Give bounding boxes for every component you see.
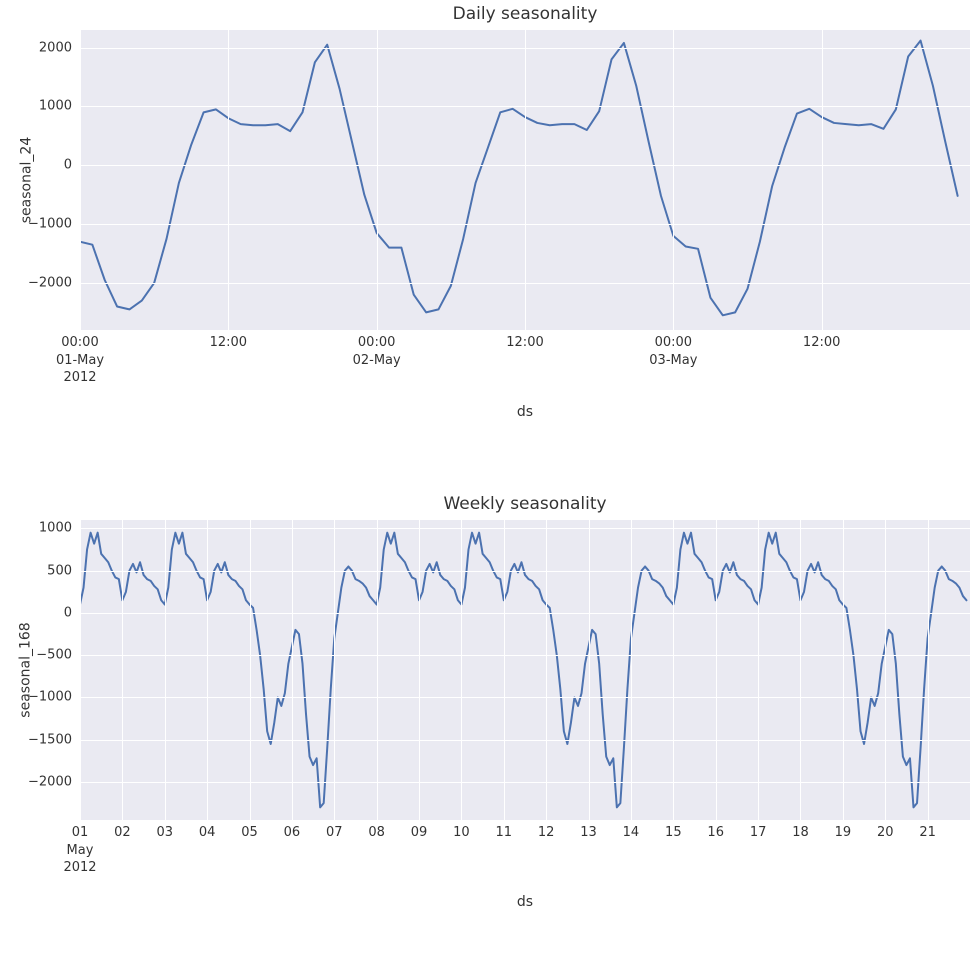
chart-title: Weekly seasonality (80, 494, 970, 514)
gridline (885, 520, 886, 820)
x-tick-label: 17 (750, 824, 767, 842)
x-tick-label: 07 (326, 824, 343, 842)
gridline (80, 782, 970, 783)
x-tick-label: 00:0003-May (649, 334, 697, 369)
x-tick-label: 00:0001-May2012 (56, 334, 104, 387)
gridline (928, 520, 929, 820)
x-tick-label: 12:00 (506, 334, 543, 352)
gridline (334, 520, 335, 820)
x-tick-label: 12:00 (803, 334, 840, 352)
y-tick-label: −2000 (28, 774, 80, 789)
gridline (419, 520, 420, 820)
gridline (589, 520, 590, 820)
gridline (80, 655, 970, 656)
gridline (843, 520, 844, 820)
x-tick-label: 06 (284, 824, 301, 842)
y-tick-label: 1000 (39, 99, 80, 114)
gridline (122, 520, 123, 820)
gridline (504, 520, 505, 820)
gridline (80, 520, 81, 820)
x-tick-label: 04 (199, 824, 216, 842)
gridline (80, 613, 970, 614)
gridline (250, 520, 251, 820)
gridline (525, 30, 526, 330)
gridline (80, 740, 970, 741)
gridline (800, 520, 801, 820)
x-tick-label: 12 (538, 824, 555, 842)
y-tick-label: 1000 (39, 521, 80, 536)
gridline (546, 520, 547, 820)
x-tick-label: 02 (114, 824, 131, 842)
x-tick-label: 03 (156, 824, 173, 842)
x-tick-label: 13 (580, 824, 597, 842)
x-tick-label: 01May2012 (63, 824, 96, 877)
gridline (377, 30, 378, 330)
gridline (822, 30, 823, 330)
y-tick-label: 500 (47, 563, 80, 578)
gridline (673, 520, 674, 820)
x-tick-label: 11 (496, 824, 513, 842)
gridline (377, 520, 378, 820)
y-tick-label: 0 (64, 605, 80, 620)
x-axis-label: ds (80, 404, 970, 420)
gridline (80, 697, 970, 698)
weekly-seasonality-panel: Weekly seasonality seasonal_168 ds −2000… (80, 520, 970, 910)
x-tick-label: 14 (623, 824, 640, 842)
line-series (80, 520, 970, 820)
gridline (673, 30, 674, 330)
x-tick-label: 05 (241, 824, 258, 842)
y-tick-label: −1500 (28, 732, 80, 747)
x-tick-label: 19 (835, 824, 852, 842)
gridline (716, 520, 717, 820)
x-tick-label: 00:0002-May (353, 334, 401, 369)
x-tick-label: 08 (368, 824, 385, 842)
x-tick-label: 09 (411, 824, 428, 842)
gridline (165, 520, 166, 820)
y-tick-label: 0 (64, 158, 80, 173)
y-tick-label: −1000 (28, 690, 80, 705)
plot-area (80, 520, 970, 820)
x-tick-label: 10 (453, 824, 470, 842)
gridline (80, 528, 970, 529)
gridline (228, 30, 229, 330)
gridline (80, 571, 970, 572)
y-tick-label: −2000 (28, 275, 80, 290)
daily-seasonality-panel: Daily seasonality seasonal_24 ds −2000−1… (80, 30, 970, 420)
x-tick-label: 21 (919, 824, 936, 842)
gridline (631, 520, 632, 820)
gridline (758, 520, 759, 820)
chart-title: Daily seasonality (80, 4, 970, 24)
gridline (292, 520, 293, 820)
y-tick-label: −1000 (28, 217, 80, 232)
plot-area (80, 30, 970, 330)
gridline (207, 520, 208, 820)
x-tick-label: 15 (665, 824, 682, 842)
y-tick-label: 2000 (39, 40, 80, 55)
x-axis-label: ds (80, 894, 970, 910)
x-tick-label: 18 (792, 824, 809, 842)
y-tick-label: −500 (36, 648, 80, 663)
gridline (80, 30, 81, 330)
gridline (461, 520, 462, 820)
x-tick-label: 12:00 (210, 334, 247, 352)
x-tick-label: 20 (877, 824, 894, 842)
x-tick-label: 16 (707, 824, 724, 842)
